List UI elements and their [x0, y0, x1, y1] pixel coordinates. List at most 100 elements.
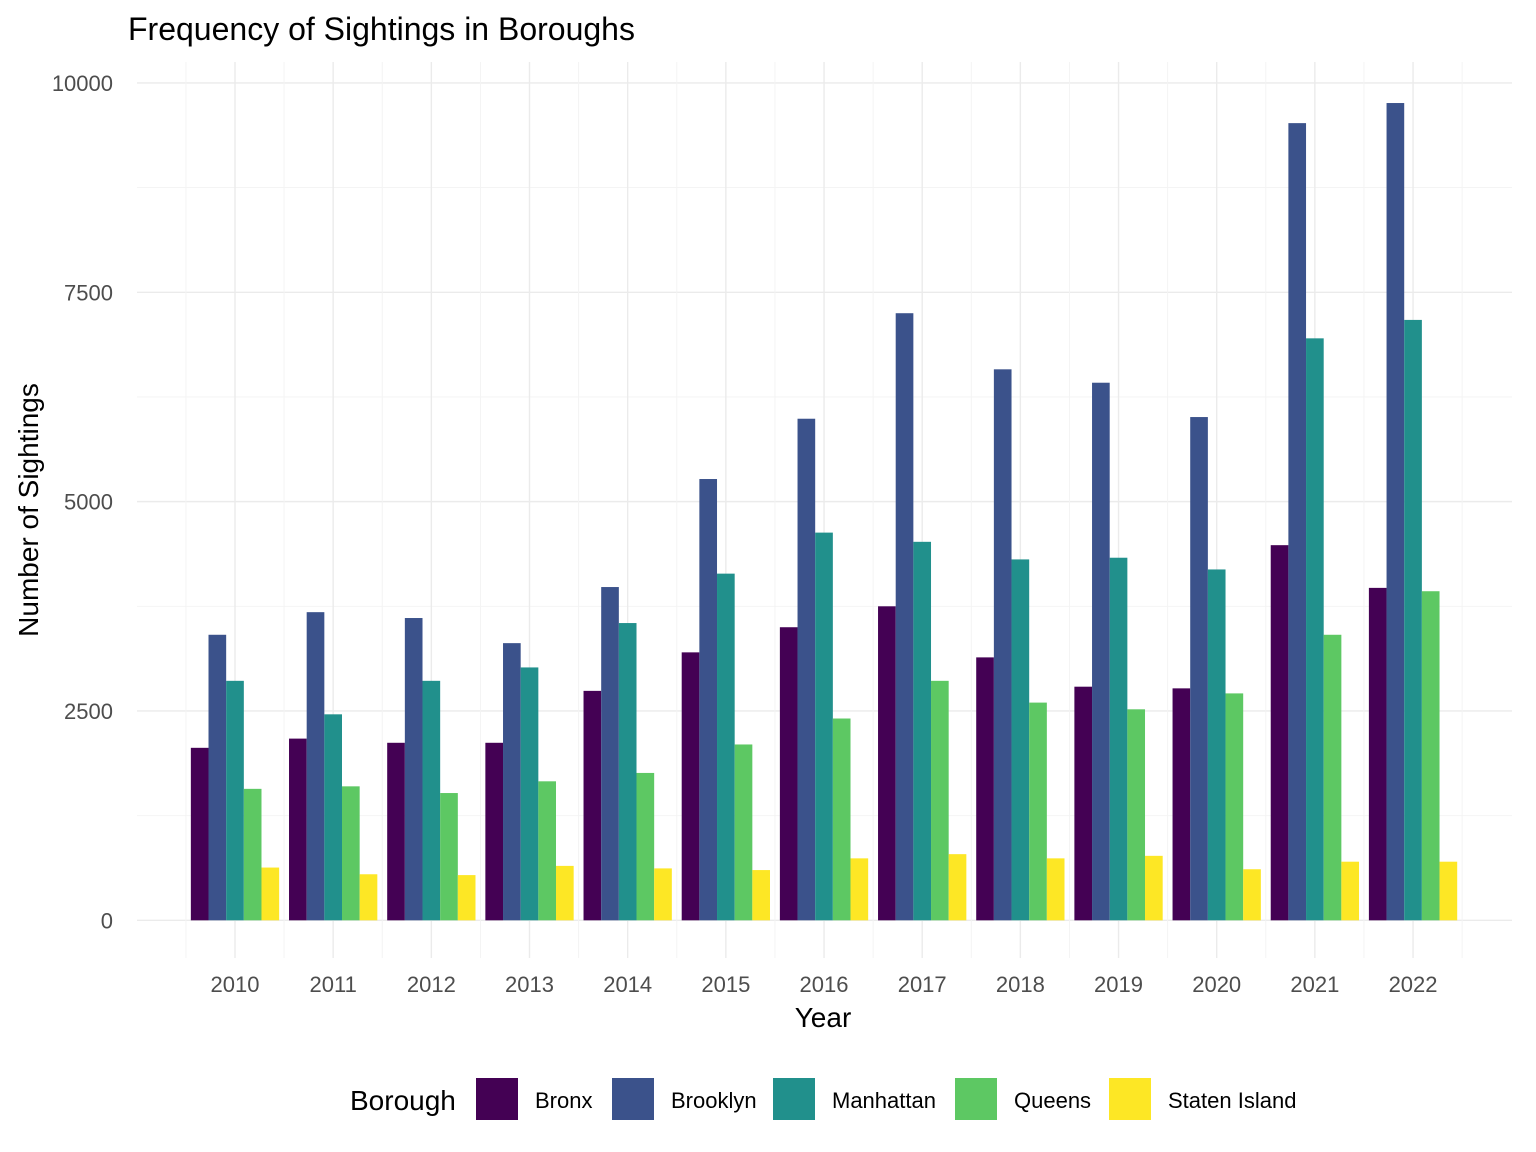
bar	[1368, 587, 1387, 921]
x-tick-label: 2017	[898, 972, 947, 997]
bar	[976, 657, 994, 921]
bar	[404, 618, 423, 921]
bar	[324, 714, 342, 921]
bar	[734, 744, 753, 921]
bar	[752, 870, 770, 921]
bar	[440, 793, 458, 921]
chart-title: Frequency of Sightings in Boroughs	[128, 11, 635, 47]
legend-key	[476, 1078, 518, 1120]
bar	[583, 690, 602, 921]
bar	[208, 634, 227, 921]
bar	[226, 680, 244, 921]
bar	[1341, 861, 1360, 921]
bar	[636, 772, 655, 921]
bar	[1386, 103, 1405, 921]
bar	[948, 854, 967, 921]
bar	[797, 418, 816, 921]
legend-key	[773, 1078, 815, 1120]
bar	[993, 369, 1012, 921]
legend-label: Manhattan	[832, 1088, 936, 1113]
bar	[913, 541, 932, 921]
bar	[1243, 869, 1261, 921]
bar	[1404, 319, 1422, 921]
bar	[387, 742, 405, 921]
bar	[717, 573, 735, 921]
bar	[1288, 123, 1307, 921]
bar	[1011, 559, 1030, 921]
bar	[815, 532, 833, 921]
legend: Borough Bronx Brooklyn Manhattan Queens Stat…	[350, 1078, 1296, 1120]
x-axis-title: Year	[795, 1002, 852, 1033]
x-tick-label: 2016	[800, 972, 849, 997]
bar	[289, 738, 307, 921]
x-axis-ticks: 2010 2011 2012 2013 2014 2015 2016 2017 2018 2019…	[211, 972, 1438, 997]
bar	[503, 643, 521, 921]
x-tick-label: 2020	[1192, 972, 1241, 997]
bars	[190, 103, 1458, 921]
legend-label: Bronx	[535, 1088, 592, 1113]
bar	[699, 479, 718, 921]
bar	[1439, 861, 1458, 921]
y-axis-title: Number of Sightings	[13, 383, 44, 637]
legend-key	[955, 1078, 997, 1120]
bar	[850, 858, 869, 921]
x-tick-label: 2013	[505, 972, 554, 997]
bar	[1092, 382, 1110, 921]
y-tick-label: 5000	[64, 490, 113, 515]
x-tick-label: 2014	[603, 972, 652, 997]
bar	[681, 652, 700, 921]
x-tick-label: 2022	[1389, 972, 1438, 997]
bar	[654, 868, 672, 921]
bar	[243, 788, 262, 921]
bar	[618, 623, 637, 921]
legend-label: Queens	[1014, 1088, 1091, 1113]
bar	[1421, 591, 1440, 921]
bar	[261, 867, 280, 921]
x-tick-label: 2019	[1094, 972, 1143, 997]
legend-label: Staten Island	[1168, 1088, 1296, 1113]
x-tick-label: 2015	[701, 972, 750, 997]
y-tick-label: 0	[101, 908, 113, 933]
bar	[779, 627, 798, 921]
x-tick-label: 2018	[996, 972, 1045, 997]
bar	[1207, 569, 1226, 921]
bar	[931, 680, 949, 921]
legend-title: Borough	[350, 1085, 456, 1116]
bar	[878, 606, 896, 921]
bar	[1323, 634, 1342, 921]
bar	[190, 747, 209, 921]
legend-label: Brooklyn	[671, 1088, 757, 1113]
bar	[556, 865, 574, 921]
bar	[520, 667, 539, 921]
y-tick-label: 2500	[64, 699, 113, 724]
bar	[895, 313, 914, 921]
bar	[1190, 417, 1208, 921]
bar	[1225, 693, 1244, 921]
bar	[1029, 702, 1047, 921]
bar	[342, 786, 360, 921]
bar	[359, 874, 378, 921]
bar	[832, 718, 851, 921]
bar	[422, 680, 441, 921]
x-tick-label: 2010	[211, 972, 260, 997]
y-axis-ticks: 0 2500 5000 7500 10000	[52, 71, 113, 933]
legend-key	[1109, 1078, 1151, 1120]
bar	[1109, 557, 1128, 921]
bar	[1270, 545, 1289, 921]
bar	[1046, 858, 1065, 921]
bar	[1172, 688, 1191, 921]
bar	[538, 781, 556, 921]
y-tick-label: 10000	[52, 71, 113, 96]
bar	[1074, 686, 1093, 921]
bar	[485, 742, 504, 921]
bar	[457, 875, 476, 921]
x-tick-label: 2021	[1290, 972, 1339, 997]
bar	[1145, 855, 1163, 921]
y-tick-label: 7500	[64, 280, 113, 305]
x-tick-label: 2012	[407, 972, 456, 997]
bar	[306, 612, 325, 921]
x-tick-label: 2011	[310, 972, 357, 997]
bar	[601, 587, 619, 921]
legend-key	[612, 1078, 654, 1120]
